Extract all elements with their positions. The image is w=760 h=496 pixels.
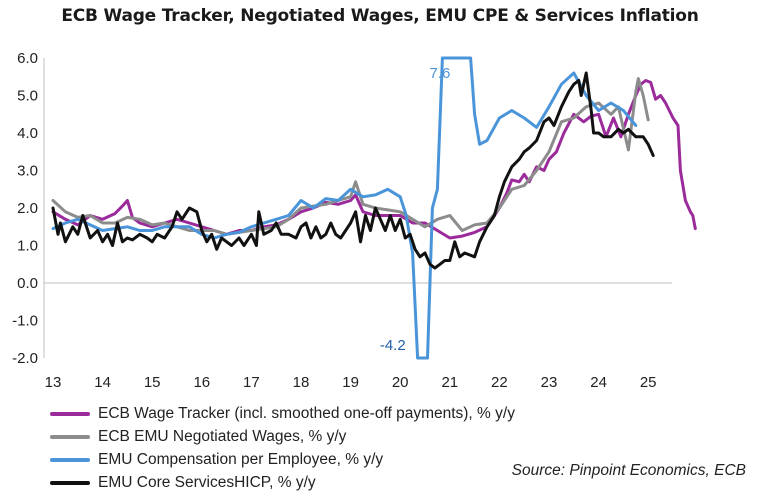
legend-swatch	[50, 457, 90, 462]
y-tick-label: 4.0	[17, 125, 38, 142]
x-tick-label: 16	[193, 374, 210, 391]
series-line-4	[51, 71, 655, 270]
series-line-2	[51, 77, 650, 236]
x-tick-label: 24	[590, 374, 607, 391]
x-tick-label: 14	[94, 374, 111, 391]
legend-label: EMU Core ServicesHICP, % y/y	[98, 473, 316, 491]
x-tick-label: 17	[243, 374, 260, 391]
y-tick-label: 5.0	[17, 88, 38, 105]
chart-title: ECB Wage Tracker, Negotiated Wages, EMU …	[61, 6, 699, 26]
annotations: 7.6 -4.2	[380, 65, 450, 354]
annotation-label: 7.6	[429, 65, 450, 82]
legend-item-wage-tracker: ECB Wage Tracker (incl. smoothed one-off…	[50, 402, 515, 425]
y-tick-label: -1.0	[12, 313, 38, 330]
legend-swatch	[50, 480, 90, 485]
x-tick-label: 13	[45, 374, 62, 391]
x-tick-label: 21	[441, 374, 458, 391]
legend-item-compensation: EMU Compensation per Employee, % y/y	[50, 448, 515, 471]
y-tick-label: 0.0	[17, 275, 38, 292]
x-tick-label: 25	[640, 374, 657, 391]
legend-item-core-services: EMU Core ServicesHICP, % y/y	[50, 471, 515, 494]
legend-label: EMU Compensation per Employee, % y/y	[98, 450, 384, 468]
line-chart: 6.0 5.0 4.0 3.0 2.0 1.0 0.0 -1.0 -2.0 13 14 15 16 17…	[12, 50, 697, 391]
x-tick-label: 20	[392, 374, 409, 391]
y-tick-label: -2.0	[12, 350, 38, 367]
annotation-label: -4.2	[380, 337, 406, 354]
x-tick-label: 22	[491, 374, 508, 391]
x-tick-label: 15	[144, 374, 161, 391]
x-tick-label: 18	[293, 374, 310, 391]
source-note: Source: Pinpoint Economics, ECB	[511, 462, 746, 479]
legend: ECB Wage Tracker (incl. smoothed one-off…	[50, 402, 515, 494]
series-line-3	[51, 56, 638, 360]
y-tick-label: 6.0	[17, 50, 38, 67]
y-tick-label: 1.0	[17, 238, 38, 255]
x-tick-labels: 13 14 15 16 17 18 19 20 21 22 23 24 25	[45, 374, 657, 391]
legend-label: ECB Wage Tracker (incl. smoothed one-off…	[98, 404, 515, 422]
legend-swatch	[50, 411, 90, 416]
legend-swatch	[50, 434, 90, 439]
y-tick-label: 3.0	[17, 163, 38, 180]
x-tick-label: 19	[342, 374, 359, 391]
series-lines	[51, 56, 697, 360]
x-tick-label: 23	[541, 374, 558, 391]
y-tick-label: 2.0	[17, 200, 38, 217]
y-tick-labels: 6.0 5.0 4.0 3.0 2.0 1.0 0.0 -1.0 -2.0	[12, 50, 38, 367]
legend-item-negotiated-wages: ECB EMU Negotiated Wages, % y/y	[50, 425, 515, 448]
legend-label: ECB EMU Negotiated Wages, % y/y	[98, 427, 347, 445]
